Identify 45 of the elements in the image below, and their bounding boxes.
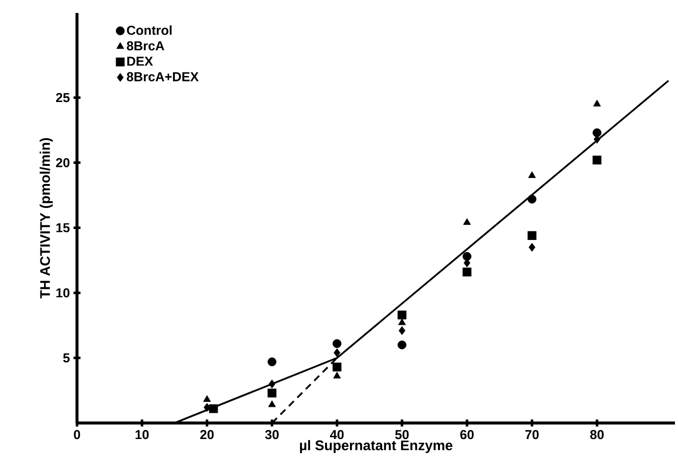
point	[268, 380, 276, 388]
legend-label: 8BrcA	[126, 41, 164, 50]
x-tick-label: 80	[590, 430, 604, 440]
x-tick-label: 50	[395, 430, 409, 440]
y-tick-label: 20	[56, 158, 70, 168]
point	[592, 156, 602, 164]
x-tick-label: 20	[200, 430, 214, 440]
point	[528, 194, 536, 204]
y-tick-label: 5	[63, 353, 70, 362]
x-axis-title: µl Supernatant Enzyme	[300, 440, 452, 454]
point	[462, 252, 472, 261]
x-tick-label: 10	[136, 430, 149, 440]
point	[462, 268, 472, 276]
x-tick-label: 0	[74, 430, 80, 440]
x-tick-label: 60	[460, 430, 474, 440]
point	[528, 242, 536, 252]
point	[204, 402, 210, 412]
y-tick-label: 15	[56, 223, 70, 232]
point	[398, 340, 406, 350]
point	[334, 348, 340, 358]
point	[593, 100, 601, 106]
x-tick-label: 30	[265, 430, 279, 440]
point	[268, 357, 276, 366]
x-tick-label: 70	[525, 430, 539, 440]
point	[398, 310, 406, 320]
point	[268, 400, 276, 408]
point	[268, 388, 276, 398]
legend-label: 8BrcA+DEX	[126, 72, 199, 82]
y-tick-label: 25	[56, 93, 70, 102]
x-tick-label: 40	[330, 430, 344, 440]
point	[203, 395, 211, 402]
point	[592, 128, 602, 138]
point	[463, 218, 471, 225]
point	[398, 326, 406, 335]
point	[528, 231, 536, 240]
y-axis-title: TH ACTIVITY (pmol/min)	[40, 138, 53, 298]
point	[332, 339, 342, 348]
point	[528, 171, 536, 178]
legend-label: Control	[126, 25, 172, 35]
y-tick-label: 10	[56, 288, 70, 298]
point	[398, 318, 406, 326]
point	[333, 372, 341, 378]
point	[332, 362, 342, 372]
legend-label: DEX	[127, 56, 153, 66]
point	[209, 404, 218, 414]
